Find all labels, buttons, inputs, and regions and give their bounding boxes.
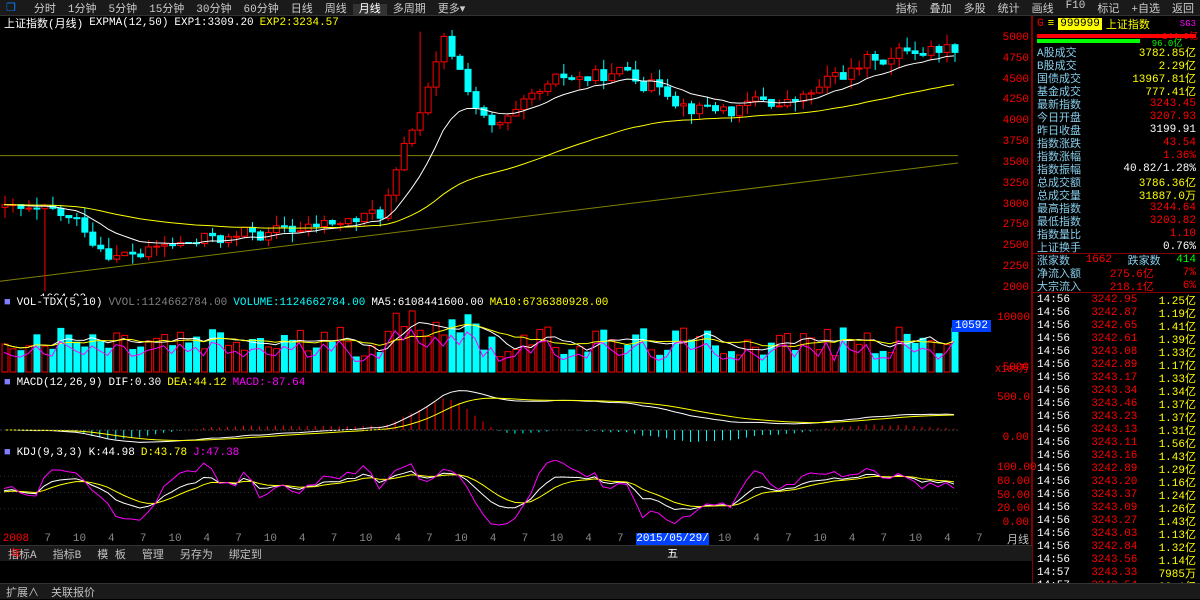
top-action[interactable]: 画线	[1026, 0, 1060, 16]
bottom-tab[interactable]: 模 板	[89, 546, 134, 562]
timeframe-tab[interactable]: 1分钟	[62, 4, 103, 16]
stock-name: 上证指数	[1106, 16, 1150, 32]
volume-chart[interactable]	[0, 310, 994, 376]
timeframe-tab[interactable]: 60分钟	[238, 4, 285, 16]
timeframe-tab[interactable]: 日线	[285, 4, 319, 16]
top-action[interactable]: 多股	[958, 0, 992, 16]
candlestick-chart[interactable]: 5178.191664.93	[0, 30, 994, 296]
chart-title: 上证指数(月线)	[4, 15, 83, 31]
bottom-tab[interactable]: 绑定到	[221, 546, 270, 562]
stock-code[interactable]: 999999	[1058, 18, 1102, 30]
svg-text:5178.19: 5178.19	[415, 30, 461, 34]
top-action[interactable]: 叠加	[924, 0, 958, 16]
bottom-tab[interactable]: 指标A	[0, 546, 45, 562]
macd-chart[interactable]	[0, 390, 994, 446]
timeframe-tab[interactable]: 多周期	[387, 4, 432, 16]
timeframe-tab[interactable]: 15分钟	[143, 4, 190, 16]
status-bar: 扩展∧关联报价	[0, 583, 1200, 599]
vol-badge: 10592	[952, 320, 991, 332]
app-icon: ❐	[0, 1, 22, 15]
kdj-header: ■ KDJ(9,3,3) K:44.98 D:43.78 J:47.38	[0, 446, 1031, 460]
kdj-chart[interactable]	[0, 460, 994, 531]
timeframe-tab[interactable]: 5分钟	[102, 4, 143, 16]
bottom-tab[interactable]: 另存为	[172, 546, 221, 562]
timeframe-tab[interactable]: 月线	[353, 4, 387, 16]
timeframe-tabs: ❐ 分时1分钟5分钟15分钟30分钟60分钟日线周线月线多周期更多▾ 指标叠加多…	[0, 0, 1200, 16]
bottom-tab[interactable]: 指标B	[45, 546, 90, 562]
price-header: 上证指数(月线) EXPMA(12,50) EXP1:3309.20 EXP2:…	[0, 16, 1031, 30]
indicator-tabs: 指标A指标B模 板管理另存为绑定到	[0, 545, 1032, 561]
top-action[interactable]: 标记	[1091, 0, 1125, 16]
timeframe-tab[interactable]: 更多▾	[432, 4, 472, 16]
vol-header: ■ VOL-TDX(5,10) VVOL:1124662784.00 VOLUM…	[0, 296, 1031, 310]
timeframe-tab[interactable]: 分时	[28, 4, 62, 16]
top-action[interactable]: +自选	[1125, 0, 1166, 16]
top-action[interactable]: 返回	[1166, 0, 1200, 16]
macd-header: ■ MACD(12,26,9) DIF:0.30 DEA:44.12 MACD:…	[0, 376, 1031, 390]
top-action[interactable]: 统计	[992, 0, 1026, 16]
price-yaxis: 5000475045004250400037503500325030002750…	[995, 30, 1031, 296]
bottom-tab[interactable]: 管理	[134, 546, 172, 562]
sidebar: G ≡ 999999 上证指数 SG3 144.0亿 96.0亿 A股成交378…	[1032, 16, 1200, 583]
indicator-name: EXPMA(12,50)	[89, 17, 168, 29]
timeframe-tab[interactable]: 30分钟	[190, 4, 237, 16]
time-axis: 2008年71047104710471047104710472015/05/29…	[0, 533, 995, 545]
timeframe-tab[interactable]: 周线	[319, 4, 353, 16]
top-action[interactable]: F10	[1060, 0, 1092, 16]
top-action[interactable]: 指标	[890, 0, 924, 16]
